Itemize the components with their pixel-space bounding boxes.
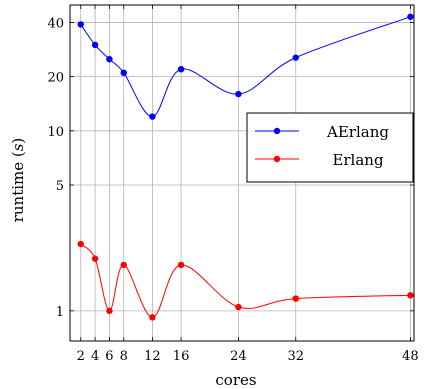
y-axis-title-close: ): [9, 138, 27, 144]
data-point-erlang: [235, 303, 242, 311]
data-point-aerlang: [235, 90, 242, 98]
series-line-erlang: [80, 243, 411, 318]
data-point-erlang: [292, 295, 299, 302]
plot-area: [69, 4, 415, 342]
data-point-erlang: [407, 292, 414, 299]
data-point-aerlang: [77, 21, 84, 28]
x-tick-label: 8: [120, 349, 128, 364]
legend-label-erlang: Erlang: [332, 151, 384, 169]
legend-marker-aerlang: [273, 127, 281, 135]
y-tick-label: 40: [47, 16, 64, 31]
series-layer: [77, 13, 414, 321]
y-axis-title-main: runtime (: [9, 151, 27, 222]
y-tick-label: 5: [56, 179, 64, 194]
data-point-aerlang: [177, 65, 185, 73]
data-point-erlang: [106, 307, 113, 315]
data-point-aerlang: [106, 55, 113, 63]
data-point-aerlang: [407, 13, 414, 20]
y-axis-title-unit: s: [9, 143, 27, 151]
data-point-aerlang: [91, 41, 99, 49]
x-tick-labels: 2 4 6 8 12 16 24 32 48: [77, 349, 419, 364]
y-tick-labels: 1 5 10 20 40: [47, 16, 64, 319]
x-tick-label: 2: [77, 349, 85, 364]
data-point-aerlang: [292, 54, 299, 61]
data-point-erlang: [77, 240, 84, 248]
data-point-erlang: [91, 255, 99, 262]
grid: [70, 5, 414, 341]
x-tick-label: 16: [173, 349, 190, 364]
data-point-erlang: [177, 261, 185, 269]
y-tick-label: 20: [47, 71, 64, 86]
data-point-erlang: [149, 314, 156, 321]
data-point-aerlang: [120, 69, 127, 77]
x-tick-label: 6: [105, 349, 113, 364]
legend-label-aerlang: AErlang: [326, 123, 389, 141]
legend-marker-erlang: [273, 155, 281, 163]
legend-box: [246, 112, 414, 183]
legend: AErlang Erlang: [246, 112, 414, 183]
x-tick-label: 32: [287, 349, 304, 364]
data-point-aerlang: [149, 113, 156, 120]
y-axis-title: runtime (s): [9, 138, 27, 223]
axis-ticks: [70, 5, 414, 341]
series-line-aerlang: [80, 16, 411, 118]
y-tick-label: 10: [47, 125, 64, 140]
x-tick-label: 12: [144, 349, 161, 364]
data-point-erlang: [120, 261, 127, 269]
y-tick-label: 1: [56, 305, 64, 320]
x-tick-label: 48: [402, 349, 419, 364]
x-axis-title: cores: [215, 371, 256, 389]
x-tick-label: 4: [91, 349, 99, 364]
x-tick-label: 24: [230, 349, 247, 364]
